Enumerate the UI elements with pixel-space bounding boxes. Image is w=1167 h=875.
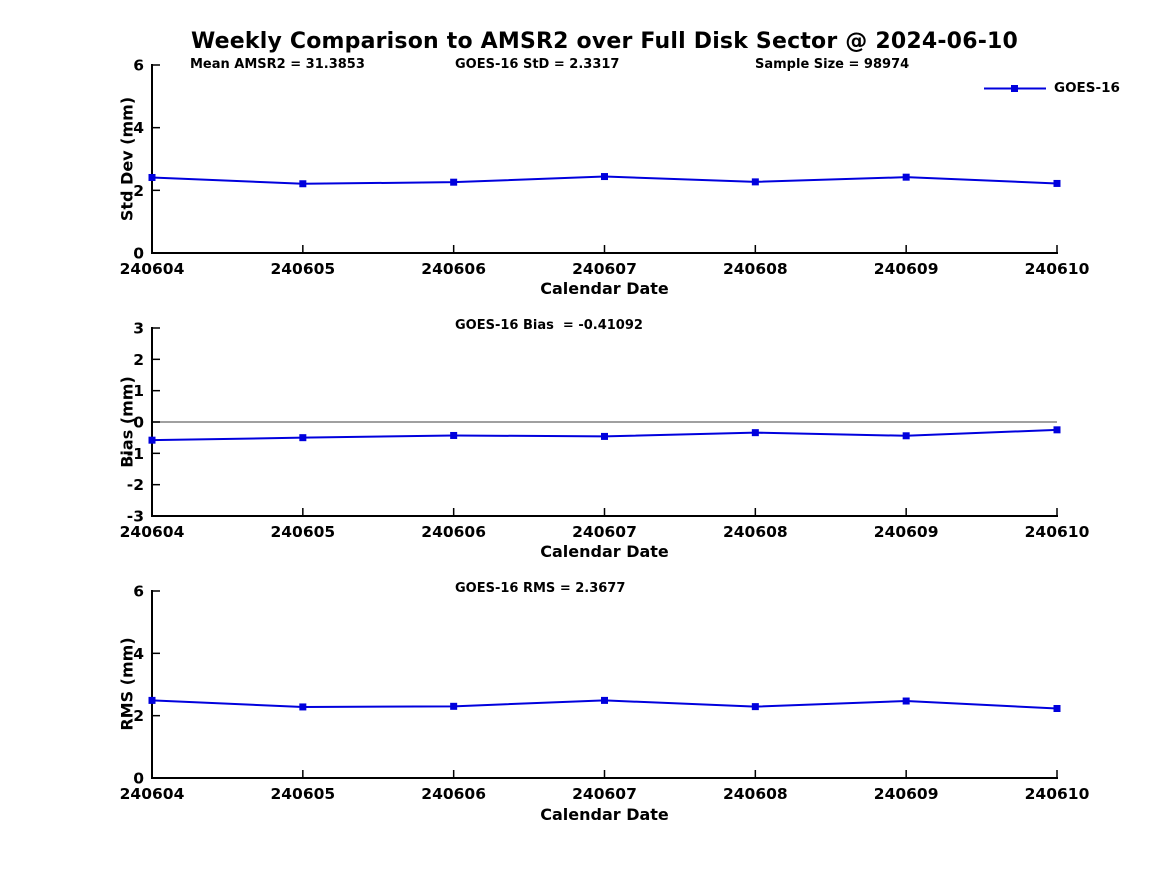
svg-text:2: 2 — [133, 182, 144, 200]
svg-text:-3: -3 — [127, 508, 144, 526]
svg-text:2: 2 — [133, 707, 144, 725]
svg-text:1: 1 — [133, 382, 144, 400]
svg-text:240610: 240610 — [1025, 523, 1090, 541]
svg-text:240607: 240607 — [572, 785, 637, 803]
figure-title: Weekly Comparison to AMSR2 over Full Dis… — [190, 29, 1019, 54]
svg-text:0: 0 — [133, 770, 144, 788]
svg-text:240606: 240606 — [421, 785, 486, 803]
svg-text:240608: 240608 — [723, 260, 788, 278]
annotation-goes16-rms: GOES-16 RMS = 2.3677 — [455, 581, 626, 596]
legend: GOES-16 — [983, 80, 1120, 96]
svg-text:4: 4 — [133, 645, 144, 663]
annotation-goes16-std: GOES-16 StD = 2.3317 — [455, 57, 620, 72]
svg-text:2: 2 — [133, 351, 144, 369]
svg-text:240605: 240605 — [270, 523, 335, 541]
svg-text:-2: -2 — [127, 476, 144, 494]
svg-text:240606: 240606 — [421, 523, 486, 541]
svg-text:240608: 240608 — [723, 785, 788, 803]
svg-text:240604: 240604 — [120, 260, 185, 278]
annotation-mean-amsr2: Mean AMSR2 = 31.3853 — [190, 57, 365, 72]
bias-xlabel: Calendar Date — [540, 542, 669, 561]
svg-text:4: 4 — [133, 119, 144, 137]
svg-text:240610: 240610 — [1025, 785, 1090, 803]
svg-text:240605: 240605 — [270, 260, 335, 278]
svg-text:6: 6 — [133, 57, 144, 75]
svg-text:240609: 240609 — [874, 523, 939, 541]
legend-line-marker-icon — [984, 84, 1046, 92]
rms-plot: 0 2 4 6 240604 240605 240606 240607 240608 240609… — [120, 583, 1090, 804]
stddev-plot: 0 2 4 6 240604 240605 240606 240607 240608 240609… — [120, 57, 1090, 279]
annotation-sample-size: Sample Size = 98974 — [755, 57, 910, 72]
svg-text:240607: 240607 — [572, 523, 637, 541]
annotation-goes16-bias: GOES-16 Bias = -0.41092 — [455, 318, 643, 333]
svg-text:240610: 240610 — [1025, 260, 1090, 278]
svg-text:240604: 240604 — [120, 785, 185, 803]
stddev-xlabel: Calendar Date — [540, 279, 669, 298]
svg-text:3: 3 — [133, 320, 144, 338]
bias-plot: -3 -2 -1 0 1 2 3 240604 240605 240606 240607 240608… — [120, 320, 1090, 542]
svg-text:0: 0 — [133, 245, 144, 263]
svg-text:-1: -1 — [127, 445, 144, 463]
svg-text:6: 6 — [133, 583, 144, 601]
svg-text:240605: 240605 — [270, 785, 335, 803]
svg-text:240604: 240604 — [120, 523, 185, 541]
rms-xlabel: Calendar Date — [540, 805, 669, 824]
svg-text:240607: 240607 — [572, 260, 637, 278]
svg-text:240608: 240608 — [723, 523, 788, 541]
svg-text:240606: 240606 — [421, 260, 486, 278]
svg-text:0: 0 — [133, 414, 144, 432]
svg-text:240609: 240609 — [874, 785, 939, 803]
legend-label: GOES-16 — [1054, 80, 1120, 96]
svg-text:240609: 240609 — [874, 260, 939, 278]
